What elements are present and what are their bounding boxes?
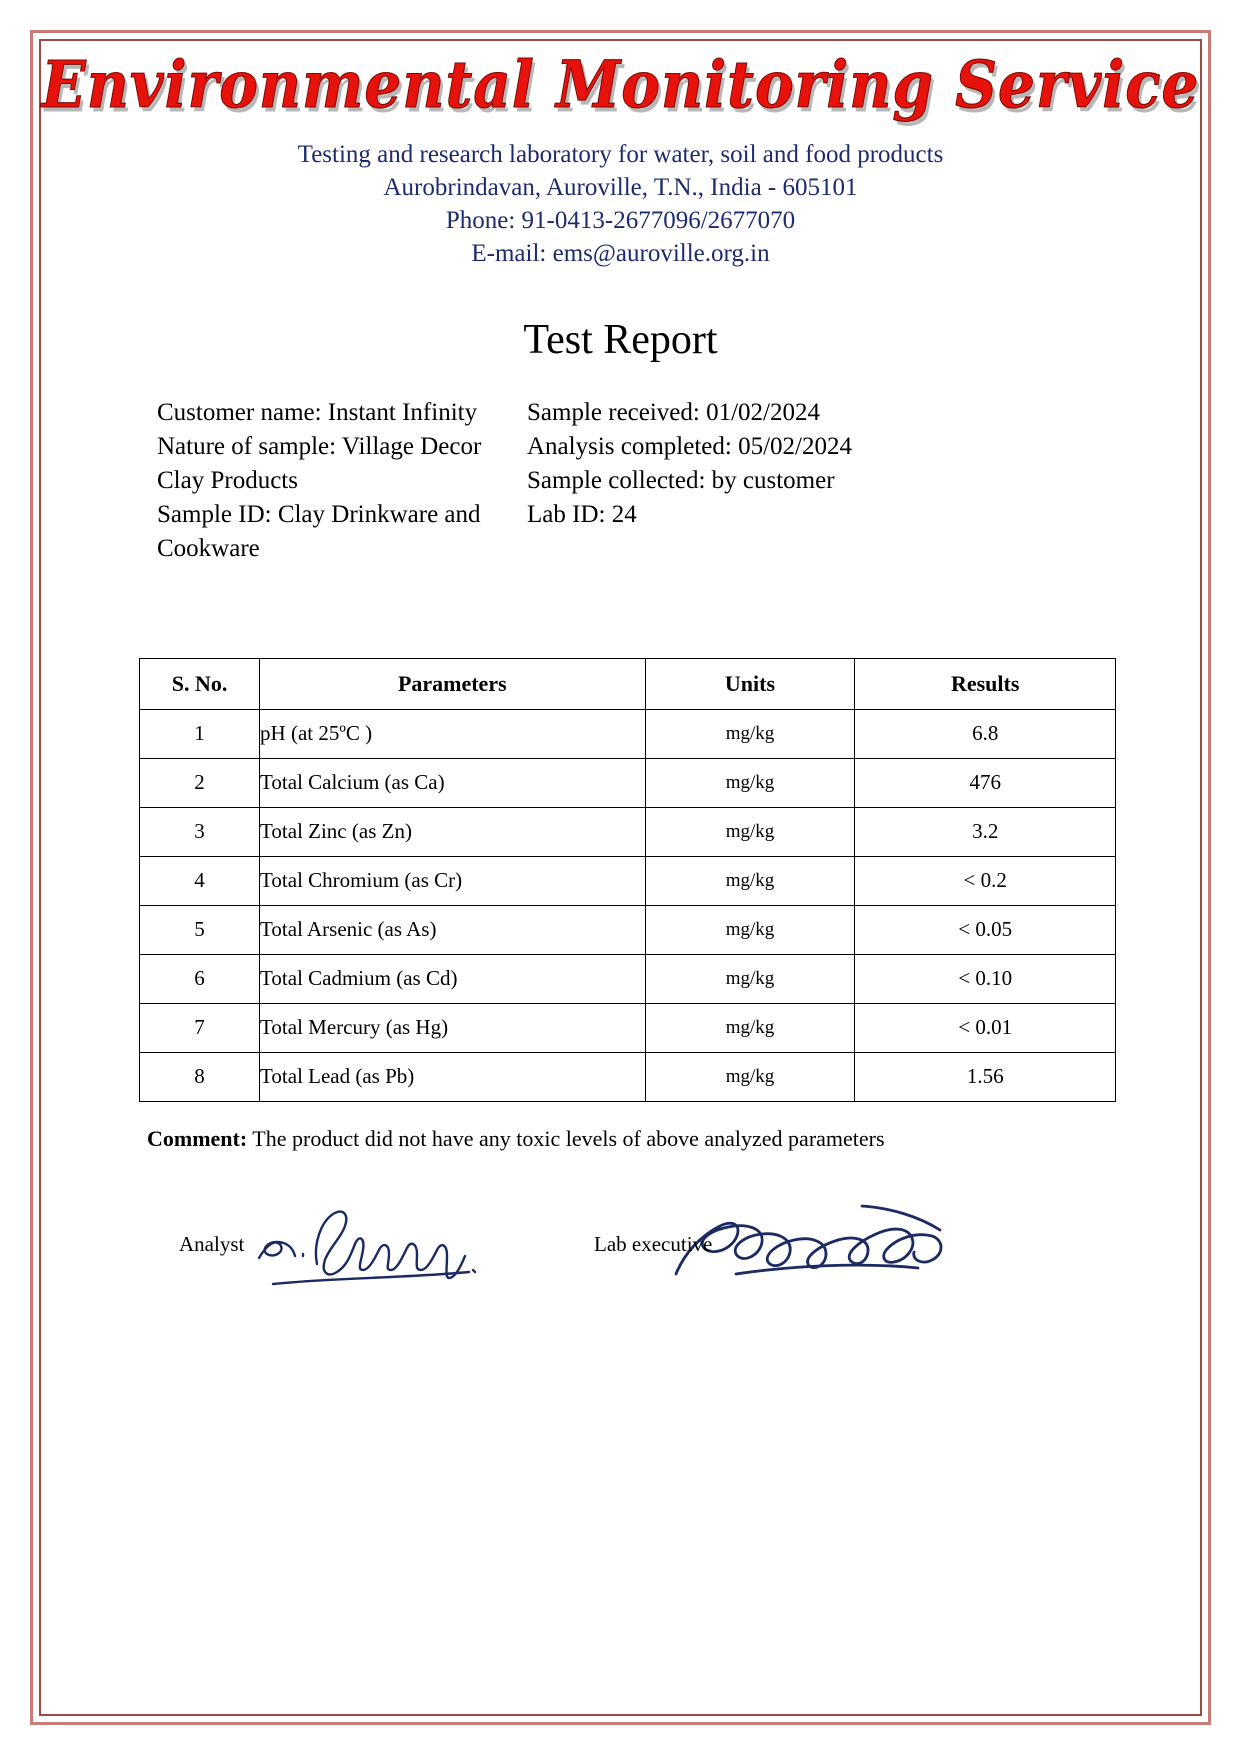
cell-units: mg/kg <box>644 953 856 1004</box>
page-border-inner <box>39 39 1202 1716</box>
cell-result: < 0.2 <box>854 855 1116 906</box>
cell-parameter: Total Mercury (as Hg) <box>259 1002 646 1053</box>
cell-units: mg/kg <box>644 757 856 808</box>
table-row: 7 Total Mercury (as Hg) mg/kg < 0.01 <box>138 1002 1116 1053</box>
analyst-label: Analyst <box>179 1232 245 1256</box>
sample-id-line: Sample ID: Clay Drinkware and Cookware <box>157 500 481 562</box>
cell-result: < 0.05 <box>854 904 1116 955</box>
cell-result: < 0.10 <box>854 953 1116 1004</box>
signature-section: Analyst Lab executive <box>39 1184 1202 1334</box>
table-header-row: S. No. Parameters Units Results <box>138 657 1116 710</box>
cell-units: mg/kg <box>644 1002 856 1053</box>
comment-label: Comment: <box>147 1125 248 1151</box>
lab-id-line: Lab ID: 24 <box>527 500 637 528</box>
analyst-signature-ink <box>257 1210 477 1286</box>
cell-units: mg/kg <box>644 806 856 857</box>
cell-parameter: Total Cadmium (as Cd) <box>259 953 646 1004</box>
table-row: 3 Total Zinc (as Zn) mg/kg 3.2 <box>138 806 1116 857</box>
cell-parameter: Total Chromium (as Cr) <box>259 855 646 906</box>
comment-section: Comment: The product did not have any to… <box>39 1126 1202 1152</box>
letterhead-tagline: Testing and research laboratory for wate… <box>297 140 944 168</box>
sample-received-line: Sample received: 01/02/2024 <box>527 398 820 426</box>
letterhead: Environmental Monitoring Service Testing… <box>39 39 1202 270</box>
report-page: Environmental Monitoring Service Testing… <box>39 39 1202 1716</box>
cell-sno: 5 <box>138 904 261 955</box>
organization-title: Environmental Monitoring Service <box>41 46 1200 123</box>
nature-of-sample-line: Nature of sample: Village Decor Clay Pro… <box>157 432 482 494</box>
column-header-results: Results <box>854 657 1116 710</box>
cell-parameter: Total Zinc (as Zn) <box>259 806 646 857</box>
letterhead-phone: Phone: 91-0413-2677096/2677070 <box>445 206 796 234</box>
analysis-completed-line: Analysis completed: 05/02/2024 <box>527 432 852 460</box>
cell-parameter: pH (at 25ºC ) <box>259 708 646 759</box>
cell-sno: 4 <box>138 855 261 906</box>
page-title: Test Report <box>523 316 718 363</box>
cell-sno: 3 <box>138 806 261 857</box>
column-header-units: Units <box>644 657 856 710</box>
column-header-parameters: Parameters <box>259 657 646 710</box>
comment-text: The product did not have any toxic level… <box>247 1125 885 1151</box>
results-table-body: 1 pH (at 25ºC ) mg/kg 6.8 2 Total Calciu… <box>138 708 1116 1102</box>
cell-sno: 1 <box>138 708 261 759</box>
cell-result: < 0.01 <box>854 1002 1116 1053</box>
cell-sno: 6 <box>138 953 261 1004</box>
cell-result: 6.8 <box>854 708 1116 759</box>
sample-meta: Customer name: Instant Infinity Nature o… <box>39 396 1202 566</box>
letterhead-email: E-mail: ems@auroville.org.in <box>471 239 770 267</box>
cell-result: 1.56 <box>854 1051 1116 1102</box>
letterhead-contact-block: Testing and research laboratory for wate… <box>39 138 1202 270</box>
column-header-sno: S. No. <box>138 657 261 710</box>
table-row: 6 Total Cadmium (as Cd) mg/kg < 0.10 <box>138 953 1116 1004</box>
cell-units: mg/kg <box>644 708 856 759</box>
cell-units: mg/kg <box>644 904 856 955</box>
table-row: 1 pH (at 25ºC ) mg/kg 6.8 <box>138 708 1116 759</box>
cell-units: mg/kg <box>644 1051 856 1102</box>
cell-units: mg/kg <box>644 855 856 906</box>
analyst-signature-block: Analyst <box>179 1210 477 1286</box>
sample-meta-left-column: Customer name: Instant Infinity Nature o… <box>157 396 527 566</box>
table-row: 2 Total Calcium (as Ca) mg/kg 476 <box>138 757 1116 808</box>
lab-executive-label: Lab executive <box>594 1232 713 1256</box>
cell-result: 476 <box>854 757 1116 808</box>
lab-executive-signature-block: Lab executive <box>594 1204 943 1276</box>
sample-collected-line: Sample collected: by customer <box>527 466 835 494</box>
customer-name-line: Customer name: Instant Infinity <box>157 398 478 426</box>
cell-parameter: Total Arsenic (as As) <box>259 904 646 955</box>
cell-parameter: Total Calcium (as Ca) <box>259 757 646 808</box>
cell-sno: 8 <box>138 1051 261 1102</box>
cell-result: 3.2 <box>854 806 1116 857</box>
table-row: 5 Total Arsenic (as As) mg/kg < 0.05 <box>138 904 1116 955</box>
cell-sno: 2 <box>138 757 261 808</box>
results-table-container: S. No. Parameters Units Results 1 pH (at… <box>39 657 1202 1102</box>
letterhead-address: Aurobrindavan, Auroville, T.N., India - … <box>383 173 858 201</box>
table-row: 4 Total Chromium (as Cr) mg/kg < 0.2 <box>138 855 1116 906</box>
results-table: S. No. Parameters Units Results 1 pH (at… <box>138 657 1116 1102</box>
sample-meta-right-column: Sample received: 01/02/2024 Analysis com… <box>527 396 957 566</box>
cell-sno: 7 <box>138 1002 261 1053</box>
page-border-outer <box>30 30 1211 1725</box>
cell-parameter: Total Lead (as Pb) <box>259 1051 646 1102</box>
table-row: 8 Total Lead (as Pb) mg/kg 1.56 <box>138 1051 1116 1102</box>
